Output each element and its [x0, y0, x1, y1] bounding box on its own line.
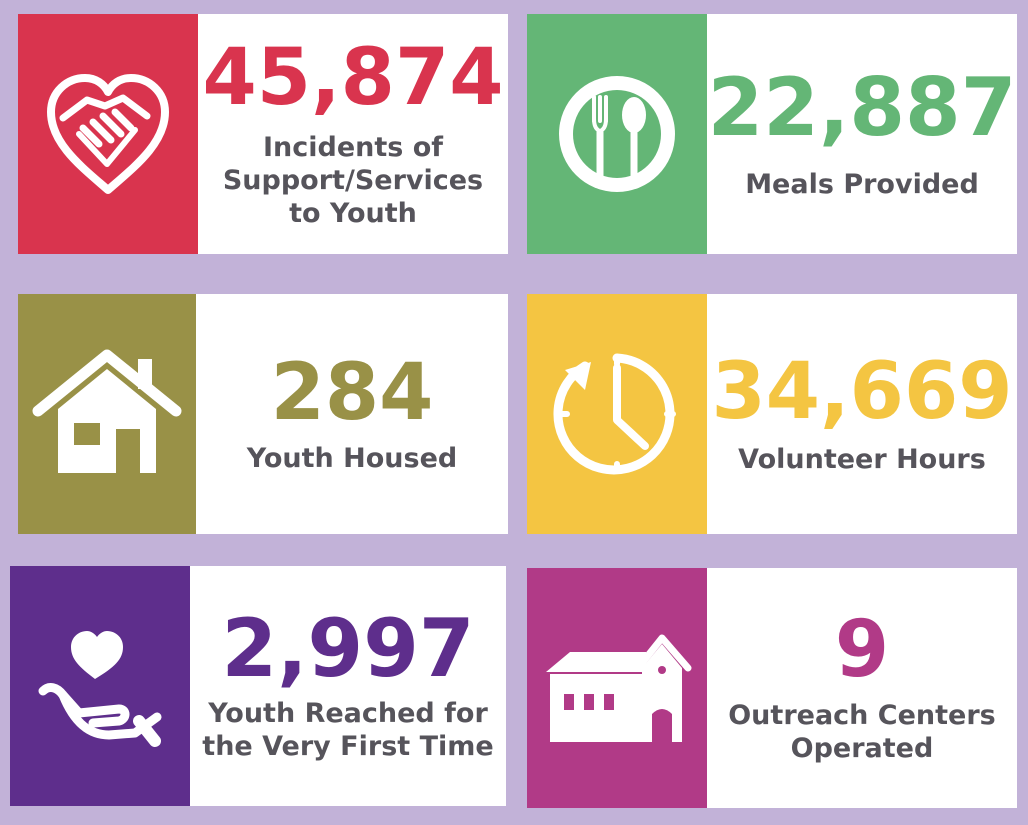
stat-card-youth-housed: 284 Youth Housed	[18, 294, 508, 534]
stat-icon-panel	[527, 294, 707, 534]
plate-fork-spoon-icon	[559, 76, 675, 192]
stat-card-meals: 22,887 Meals Provided	[527, 14, 1017, 254]
stat-icon-panel	[10, 566, 190, 806]
stat-content: 284 Youth Housed	[196, 294, 508, 534]
stat-value: 9	[834, 605, 890, 695]
stat-value: 34,669	[711, 346, 1013, 437]
building-icon	[546, 634, 692, 742]
stat-icon-panel	[18, 14, 198, 254]
stat-label: Incidents of Support/Services to Youth	[222, 131, 484, 229]
stat-label: Volunteer Hours	[738, 443, 986, 475]
stat-value: 284	[270, 347, 434, 438]
stat-label: Outreach Centers Operated	[728, 700, 996, 764]
hand-heart-icon	[38, 631, 162, 747]
stat-icon-panel	[18, 294, 196, 534]
stat-value: 22,887	[707, 60, 1017, 154]
house-icon	[32, 349, 182, 473]
stat-card-youth-reached: 2,997 Youth Reached for the Very First T…	[10, 566, 506, 806]
heart-handshake-icon	[47, 73, 169, 194]
stat-label: Youth Housed	[246, 442, 458, 474]
stat-value: 2,997	[221, 602, 475, 695]
clock-icon	[553, 353, 676, 475]
stat-content: 34,669 Volunteer Hours	[707, 294, 1017, 534]
stat-icon-panel	[527, 568, 707, 808]
stat-label: Meals Provided	[745, 168, 979, 200]
stat-content: 2,997 Youth Reached for the Very First T…	[190, 566, 506, 806]
stat-content: 22,887 Meals Provided	[707, 14, 1017, 254]
stat-card-outreach-centers: 9 Outreach Centers Operated	[527, 568, 1017, 808]
stat-content: 9 Outreach Centers Operated	[707, 568, 1017, 808]
stat-card-support-services: 45,874 Incidents of Support/Services to …	[18, 14, 508, 254]
stat-card-volunteer-hours: 34,669 Volunteer Hours	[527, 294, 1017, 534]
stat-icon-panel	[527, 14, 707, 254]
stat-label: Youth Reached for the Very First Time	[202, 698, 494, 762]
stat-value: 45,874	[202, 32, 504, 123]
stat-content: 45,874 Incidents of Support/Services to …	[198, 14, 508, 254]
